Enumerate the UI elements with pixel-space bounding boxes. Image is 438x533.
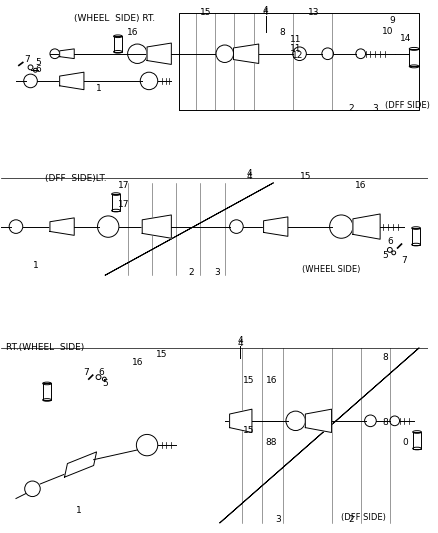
- Text: 3: 3: [371, 103, 377, 112]
- Bar: [42, 383, 51, 400]
- Polygon shape: [305, 409, 331, 432]
- Text: 15: 15: [243, 426, 254, 435]
- Text: 16: 16: [265, 376, 276, 384]
- Text: 4: 4: [246, 169, 251, 178]
- Text: 9: 9: [388, 16, 394, 25]
- Text: 4: 4: [262, 6, 268, 15]
- Text: 6: 6: [386, 237, 392, 246]
- Text: 2: 2: [347, 103, 353, 112]
- Polygon shape: [60, 72, 84, 90]
- Text: (WHEEL  SIDE) RT.: (WHEEL SIDE) RT.: [74, 14, 155, 23]
- Polygon shape: [147, 43, 171, 64]
- Polygon shape: [50, 218, 74, 236]
- Text: 5: 5: [35, 58, 41, 67]
- Text: 5: 5: [381, 251, 387, 260]
- Polygon shape: [60, 49, 74, 59]
- Text: 6: 6: [98, 368, 104, 377]
- Text: 16: 16: [131, 358, 143, 367]
- Bar: [113, 36, 122, 52]
- Polygon shape: [263, 217, 287, 236]
- Bar: [411, 228, 420, 245]
- Text: 6: 6: [35, 65, 41, 74]
- Text: 15: 15: [155, 350, 167, 359]
- Text: 4: 4: [237, 338, 243, 348]
- Text: 14: 14: [399, 34, 410, 43]
- Text: (WHEEL SIDE): (WHEEL SIDE): [302, 265, 360, 274]
- Text: 10: 10: [381, 27, 393, 36]
- Text: 12: 12: [291, 51, 303, 60]
- Text: 8: 8: [279, 28, 284, 37]
- Text: 16: 16: [127, 28, 138, 37]
- Text: 15: 15: [243, 376, 254, 384]
- Text: 8: 8: [381, 353, 387, 362]
- Text: 15: 15: [199, 9, 211, 18]
- Text: 17: 17: [118, 200, 129, 209]
- Text: 16: 16: [354, 181, 366, 190]
- Text: 1: 1: [95, 84, 101, 93]
- Text: (DFF  SIDE)LT.: (DFF SIDE)LT.: [45, 174, 106, 183]
- Text: 4: 4: [246, 172, 251, 181]
- Text: 15: 15: [299, 172, 311, 181]
- Text: 11: 11: [289, 35, 301, 44]
- Text: 88: 88: [265, 438, 276, 447]
- Bar: [111, 194, 120, 211]
- Text: 2: 2: [347, 515, 353, 524]
- Text: 7: 7: [401, 256, 406, 265]
- Text: 5: 5: [102, 379, 108, 389]
- Text: 0: 0: [402, 438, 407, 447]
- Text: 1: 1: [32, 261, 38, 270]
- Polygon shape: [142, 215, 171, 238]
- Text: 11: 11: [289, 44, 301, 53]
- Text: 4: 4: [262, 9, 268, 18]
- Text: 3: 3: [214, 268, 219, 277]
- Text: 1: 1: [76, 506, 82, 515]
- Text: 4: 4: [237, 336, 243, 345]
- Polygon shape: [233, 44, 258, 63]
- Text: 7: 7: [24, 55, 29, 64]
- Bar: [408, 49, 418, 67]
- Text: (DFF SIDE): (DFF SIDE): [340, 513, 385, 522]
- Text: 17: 17: [118, 181, 129, 190]
- Text: 13: 13: [307, 9, 319, 18]
- Text: (DFF SIDE): (DFF SIDE): [384, 101, 429, 110]
- Text: 7: 7: [83, 368, 88, 377]
- Polygon shape: [352, 214, 379, 239]
- Bar: [412, 432, 420, 448]
- Polygon shape: [229, 409, 251, 432]
- Text: 3: 3: [275, 515, 280, 524]
- Text: 2: 2: [187, 268, 193, 277]
- Text: RT.(WHEEL  SIDE): RT.(WHEEL SIDE): [6, 343, 84, 352]
- Polygon shape: [64, 452, 96, 477]
- Text: 8: 8: [381, 418, 387, 427]
